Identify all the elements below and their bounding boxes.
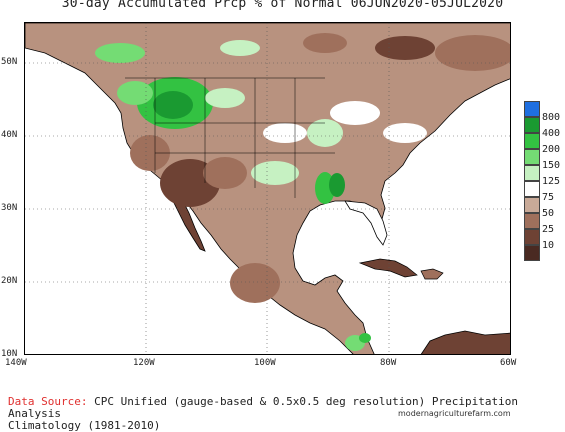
lat-label-50n: 50N: [1, 57, 18, 67]
dry-areas: [130, 33, 510, 303]
lon-label-120w: 120W: [133, 358, 155, 368]
lat-label-20n: 20N: [1, 276, 18, 286]
data-source-line: Data Source: CPC Unified (gauge-based & …: [8, 396, 565, 420]
legend-swatch-2: [524, 133, 540, 149]
lon-label-80w: 80W: [380, 358, 397, 368]
baja-peninsula: [172, 190, 206, 252]
data-source-label: Data Source:: [8, 395, 88, 408]
data-source-text: CPC Unified (gauge-based & 0.5x0.5 deg r…: [8, 395, 518, 420]
legend-label-125: 125: [542, 176, 561, 187]
lon-label-60w: 60W: [500, 358, 517, 368]
legend-swatch-7: [524, 213, 540, 229]
lat-label-10n: 10N: [1, 349, 18, 359]
legend-swatch-1: [524, 117, 540, 133]
map-title: 30-day Accumulated Prcp % of Normal 06JU…: [61, 0, 504, 11]
hispaniola: [420, 268, 444, 280]
legend-swatch-0: [524, 101, 540, 117]
state-borders: [125, 77, 335, 198]
legend-label-150: 150: [542, 160, 561, 171]
legend-label-50: 50: [542, 208, 555, 219]
legend-swatch-6: [524, 197, 540, 213]
climatology-text: Climatology (1981-2010): [8, 419, 161, 432]
legend-label-75: 75: [542, 192, 555, 203]
watermark: modernagriculturefarm.com: [398, 409, 511, 418]
legend-swatch-4: [524, 165, 540, 181]
legend-label-10: 10: [542, 240, 555, 251]
lat-label-30n: 30N: [1, 203, 18, 213]
lon-label-140w: 140W: [5, 358, 27, 368]
legend-label-400: 400: [542, 128, 561, 139]
legend-label-800: 800: [542, 112, 561, 123]
lat-label-40n: 40N: [1, 130, 18, 140]
lon-label-100w: 100W: [254, 358, 276, 368]
map-canvas: [25, 23, 510, 354]
legend-label-25: 25: [542, 224, 555, 235]
wet-areas: [95, 40, 427, 351]
south-america: [420, 330, 510, 354]
legend-swatch-8: [524, 229, 540, 245]
cuba: [358, 258, 418, 278]
legend-label-200: 200: [542, 144, 561, 155]
legend-swatch-3: [524, 149, 540, 165]
legend-swatch-9: [524, 245, 540, 261]
precip-map: [24, 22, 511, 355]
florida: [344, 200, 388, 246]
legend-swatch-5: [524, 181, 540, 197]
